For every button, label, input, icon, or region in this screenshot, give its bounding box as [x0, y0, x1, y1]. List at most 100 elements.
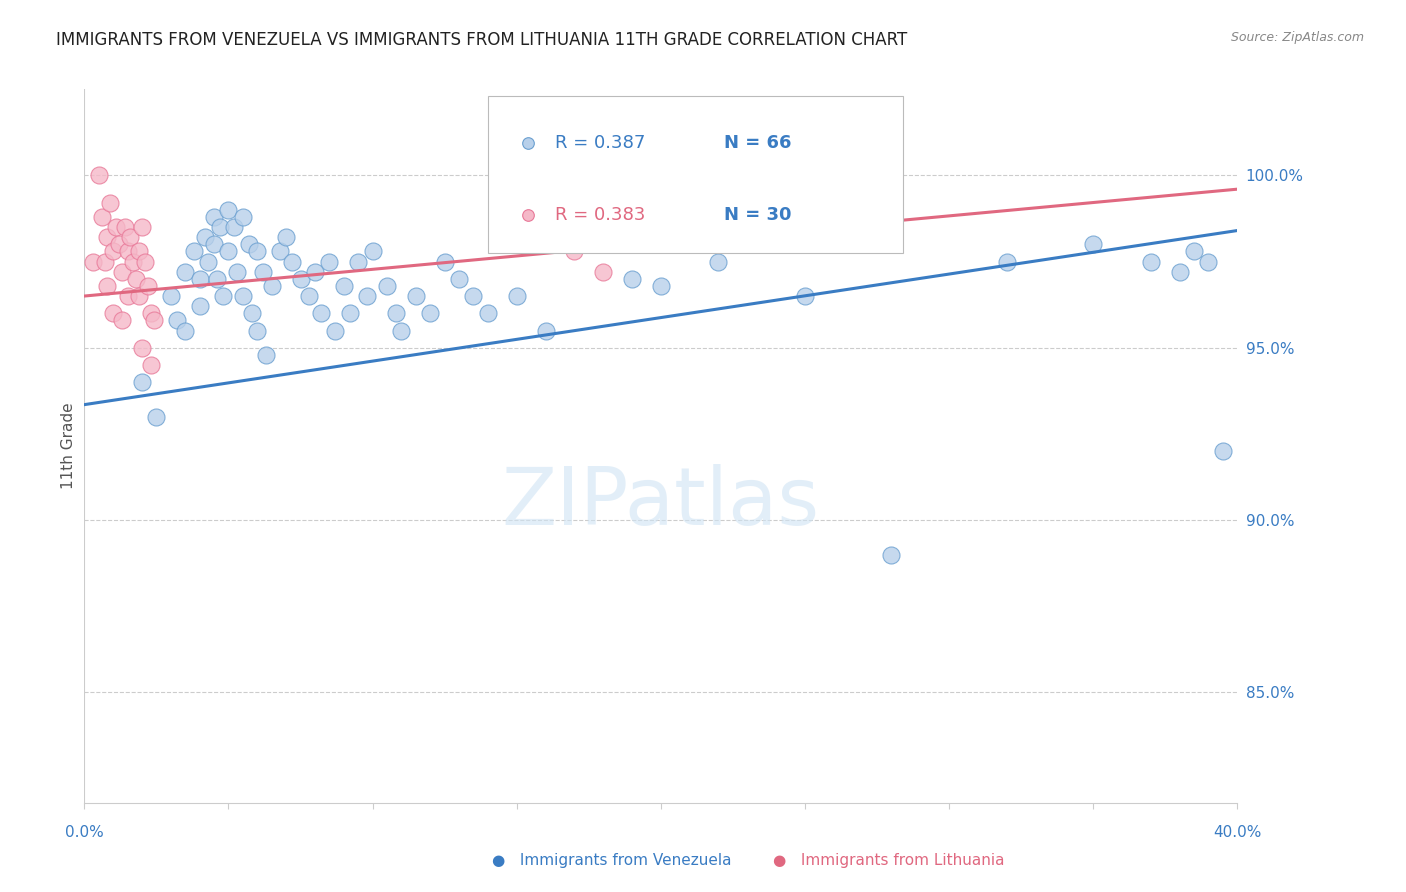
Point [131, 376, 153, 390]
Point [111, 313, 134, 327]
Point [1140, 254, 1163, 268]
Text: ●   Immigrants from Lithuania: ● Immigrants from Lithuania [773, 854, 1005, 868]
Point [120, 230, 142, 244]
Point [290, 272, 312, 286]
Text: N = 30: N = 30 [724, 206, 792, 224]
Point [1083, 237, 1105, 252]
Point [114, 220, 136, 235]
Point [506, 289, 529, 303]
Point [361, 244, 384, 259]
Point [145, 409, 167, 424]
Point [160, 289, 183, 303]
Point [794, 289, 817, 303]
Point [650, 278, 672, 293]
Text: R = 0.387: R = 0.387 [555, 135, 645, 153]
Point [534, 324, 557, 338]
Point [621, 272, 644, 286]
Point [298, 289, 321, 303]
Point [188, 299, 211, 313]
Point [205, 272, 228, 286]
Point [183, 244, 205, 259]
Text: R = 0.383: R = 0.383 [555, 206, 645, 224]
Point [131, 341, 153, 355]
Point [218, 202, 240, 217]
Text: 0.0%: 0.0% [65, 825, 104, 840]
Point [564, 244, 586, 259]
Point [391, 324, 413, 338]
Point [218, 244, 240, 259]
Point [105, 220, 128, 235]
Point [347, 254, 370, 268]
Point [139, 358, 162, 372]
Point [208, 220, 231, 235]
Point [103, 244, 125, 259]
Point [139, 306, 162, 320]
Point [128, 244, 150, 259]
Point [339, 306, 361, 320]
Point [226, 265, 249, 279]
Text: Source: ZipAtlas.com: Source: ZipAtlas.com [1230, 31, 1364, 45]
Point [142, 313, 165, 327]
Point [82, 254, 104, 268]
Point [202, 237, 225, 252]
Point [232, 289, 254, 303]
Point [276, 230, 298, 244]
Point [707, 254, 730, 268]
Text: ZIPatlas: ZIPatlas [502, 464, 820, 542]
Point [356, 289, 378, 303]
Point [117, 244, 139, 259]
Point [122, 254, 145, 268]
Point [93, 254, 115, 268]
Point [477, 306, 499, 320]
Point [131, 220, 153, 235]
Point [384, 306, 406, 320]
Point [281, 254, 304, 268]
Point [252, 265, 274, 279]
Point [1168, 265, 1191, 279]
Point [332, 278, 354, 293]
Point [103, 306, 125, 320]
Point [108, 237, 131, 252]
Point [1182, 775, 1205, 789]
Point [1198, 254, 1220, 268]
Point [188, 272, 211, 286]
Point [304, 265, 326, 279]
Point [96, 230, 118, 244]
Point [323, 324, 346, 338]
Point [269, 244, 291, 259]
Point [87, 169, 110, 183]
Point [447, 272, 470, 286]
Point [318, 254, 340, 268]
Point [174, 265, 197, 279]
Point [1182, 430, 1205, 444]
Point [433, 254, 456, 268]
Text: N = 66: N = 66 [724, 135, 792, 153]
Point [174, 324, 197, 338]
Point [96, 278, 118, 293]
Point [134, 254, 156, 268]
Point [240, 306, 263, 320]
Point [98, 196, 121, 211]
Point [90, 210, 112, 224]
Point [232, 210, 254, 224]
Point [463, 289, 485, 303]
Point [197, 254, 219, 268]
Text: 40.0%: 40.0% [1213, 825, 1261, 840]
Text: ●   Immigrants from Venezuela: ● Immigrants from Venezuela [492, 854, 731, 868]
Y-axis label: 11th Grade: 11th Grade [60, 402, 76, 490]
FancyBboxPatch shape [488, 96, 903, 253]
Point [194, 230, 217, 244]
Point [1182, 244, 1205, 259]
Point [136, 278, 159, 293]
Point [880, 548, 903, 562]
Point [260, 278, 283, 293]
Point [224, 220, 246, 235]
Point [128, 289, 150, 303]
Point [254, 348, 277, 362]
Text: IMMIGRANTS FROM VENEZUELA VS IMMIGRANTS FROM LITHUANIA 11TH GRADE CORRELATION CH: IMMIGRANTS FROM VENEZUELA VS IMMIGRANTS … [56, 31, 907, 49]
Point [405, 289, 427, 303]
Point [202, 210, 225, 224]
Point [995, 254, 1018, 268]
Point [125, 272, 148, 286]
Point [592, 265, 614, 279]
